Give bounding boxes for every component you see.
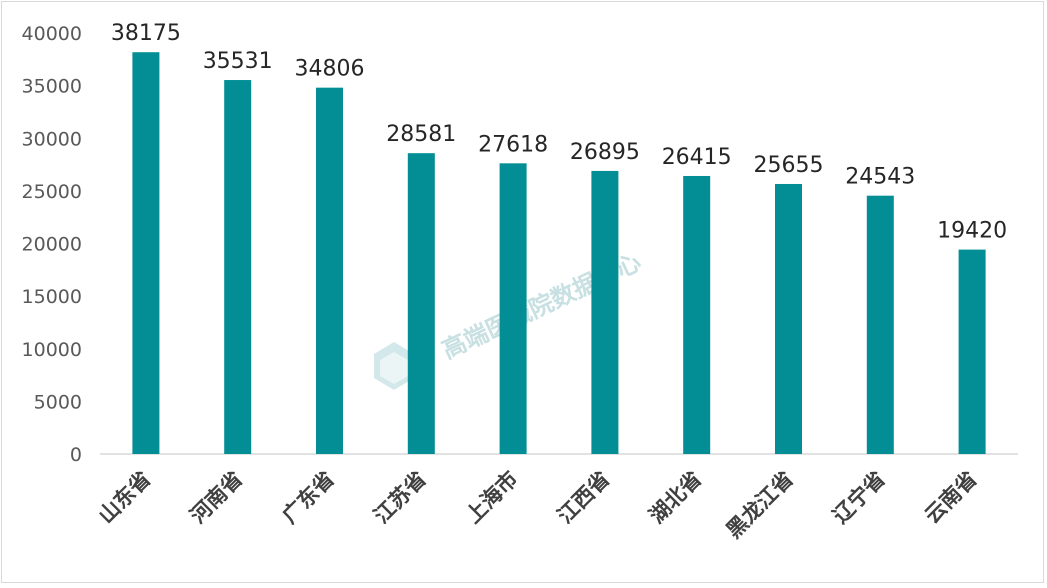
y-tick-label: 0: [70, 444, 82, 466]
bar: [958, 249, 986, 454]
x-tick-label: 江苏省: [369, 467, 431, 529]
data-label: 26895: [570, 140, 640, 165]
y-tick-label: 20000: [22, 234, 82, 256]
data-label: 38175: [111, 21, 181, 46]
bar: [866, 195, 894, 454]
data-label: 28581: [386, 122, 456, 147]
x-axis-labels: 山东省 河南省 广东省 江苏省 上海市 江西省 湖北省 黑龙江省 辽宁省 云南省: [94, 467, 982, 543]
x-tick-label: 河南省: [186, 467, 248, 529]
y-tick-label: 5000: [34, 391, 82, 413]
x-tick-label: 云南省: [920, 467, 982, 529]
y-tick-label: 25000: [22, 181, 82, 203]
y-tick-label: 30000: [22, 128, 82, 150]
data-labels: 38175 35531 34806 28581 27618 26895 26415 25655…: [111, 21, 1007, 243]
data-label: 35531: [203, 49, 273, 74]
data-label: 26415: [662, 145, 732, 170]
data-label: 27618: [478, 132, 548, 157]
x-tick-label: 江西省: [553, 467, 615, 529]
x-tick-label: 湖北省: [645, 467, 707, 529]
x-tick-label: 山东省: [94, 467, 156, 529]
bar: [683, 175, 711, 455]
watermark-logo-icon: [374, 342, 414, 390]
x-tick-label: 辽宁省: [828, 467, 890, 529]
bar: [775, 183, 802, 454]
bar: [591, 170, 619, 455]
y-tick-label: 35000: [22, 76, 82, 98]
bars: [132, 52, 986, 455]
y-tick-label: 10000: [22, 339, 82, 361]
data-label: 25655: [754, 153, 824, 178]
bar: [316, 87, 343, 455]
data-label: 19420: [937, 219, 1007, 244]
data-label: 24543: [845, 165, 915, 190]
bar: [224, 80, 252, 454]
x-tick-label: 上海市: [461, 467, 523, 529]
bar: [499, 163, 527, 454]
bar: [407, 153, 435, 454]
y-axis: 0 5000 10000 15000 20000 25000 30000 35000 40000: [22, 23, 82, 466]
data-label: 34806: [295, 57, 365, 82]
x-tick-label: 黑龙江省: [722, 467, 798, 543]
x-tick-label: 广东省: [278, 467, 340, 529]
bar: [132, 52, 160, 454]
y-tick-label: 15000: [22, 286, 82, 308]
y-tick-label: 40000: [22, 23, 82, 45]
